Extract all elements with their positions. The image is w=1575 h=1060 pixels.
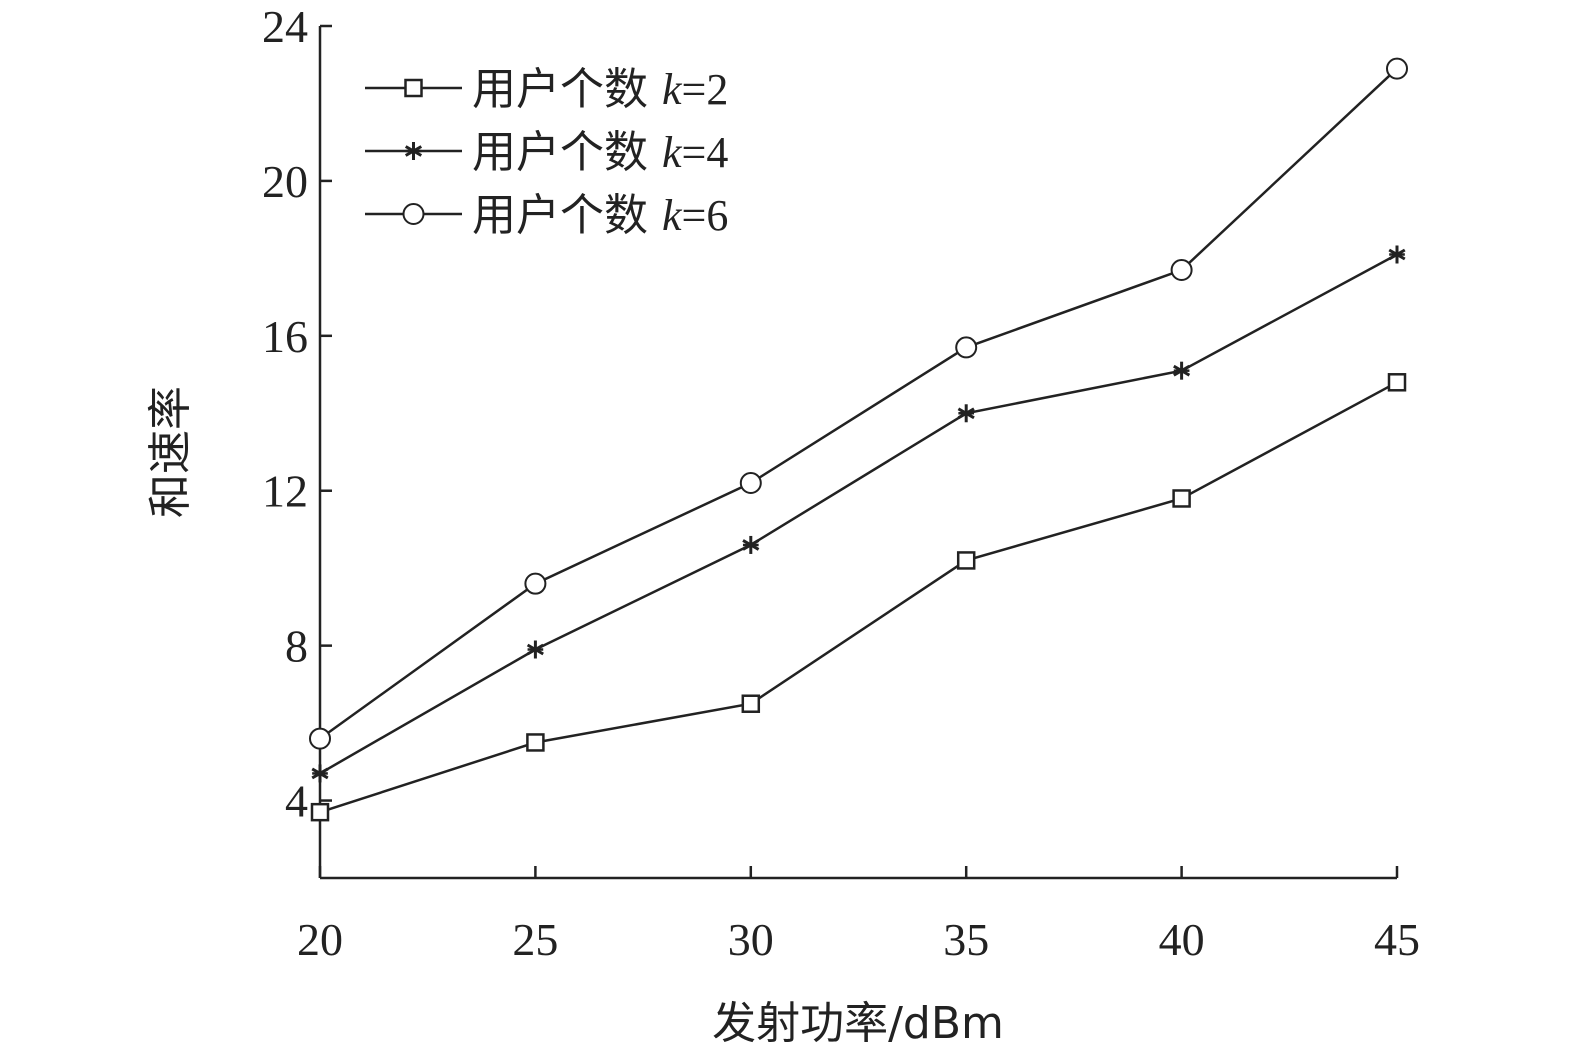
legend-marker bbox=[402, 203, 425, 225]
legend: 用户个数 k=2 用户个数 k=4 用户个数 k=6 bbox=[365, 64, 728, 241]
data-point bbox=[1388, 245, 1406, 264]
legend-label: 用户个数 k=2 bbox=[472, 64, 728, 115]
data-point bbox=[1386, 57, 1408, 80]
x-tick-label: 35 bbox=[943, 914, 989, 965]
series-line bbox=[319, 381, 1398, 814]
data-point bbox=[309, 727, 331, 750]
data-point bbox=[1172, 489, 1191, 508]
data-point bbox=[742, 535, 760, 554]
data-point bbox=[739, 471, 762, 494]
x-tick-label: 45 bbox=[1374, 914, 1420, 965]
data-point bbox=[526, 733, 545, 752]
y-tick-label: 12 bbox=[262, 466, 308, 517]
x-axis-title: 发射功率/dBm bbox=[712, 998, 1004, 1049]
series-2 bbox=[311, 245, 1406, 783]
y-ticks: 4 8 12 16 20 24 bbox=[262, 1, 332, 827]
x-tick-label: 20 bbox=[297, 914, 343, 965]
data-point bbox=[1173, 361, 1191, 380]
data-point bbox=[1387, 373, 1407, 392]
data-point bbox=[524, 572, 547, 595]
data-point bbox=[311, 764, 329, 783]
data-point bbox=[526, 640, 544, 659]
x-tick-label: 30 bbox=[728, 914, 774, 965]
series-line bbox=[319, 253, 1398, 775]
legend-marker bbox=[404, 142, 423, 160]
y-tick-label: 8 bbox=[285, 621, 308, 672]
legend-marker bbox=[404, 78, 423, 98]
legend-label: 用户个数 k=4 bbox=[472, 127, 728, 178]
y-tick-label: 4 bbox=[285, 776, 308, 827]
legend-item: 用户个数 k=2 bbox=[365, 64, 728, 115]
legend-label: 用户个数 k=6 bbox=[472, 190, 728, 241]
y-tick-label: 24 bbox=[262, 1, 308, 52]
data-point bbox=[957, 404, 975, 423]
series-layer bbox=[309, 57, 1408, 822]
series-line bbox=[319, 67, 1398, 740]
data-point bbox=[310, 802, 330, 822]
y-tick-label: 16 bbox=[262, 311, 308, 362]
data-point bbox=[741, 694, 761, 713]
data-point bbox=[955, 336, 978, 359]
data-point bbox=[1170, 258, 1193, 281]
y-axis-title: 和速率 bbox=[145, 386, 196, 518]
x-tick-label: 40 bbox=[1159, 914, 1205, 965]
x-ticks: 20 25 30 35 40 45 bbox=[297, 866, 1420, 965]
legend-item: 用户个数 k=6 bbox=[365, 190, 728, 241]
data-point bbox=[956, 551, 976, 570]
y-tick-label: 20 bbox=[262, 156, 308, 207]
series-3 bbox=[309, 57, 1408, 750]
series-1 bbox=[310, 373, 1407, 822]
legend-item: 用户个数 k=4 bbox=[365, 127, 728, 178]
x-tick-label: 25 bbox=[512, 914, 558, 965]
